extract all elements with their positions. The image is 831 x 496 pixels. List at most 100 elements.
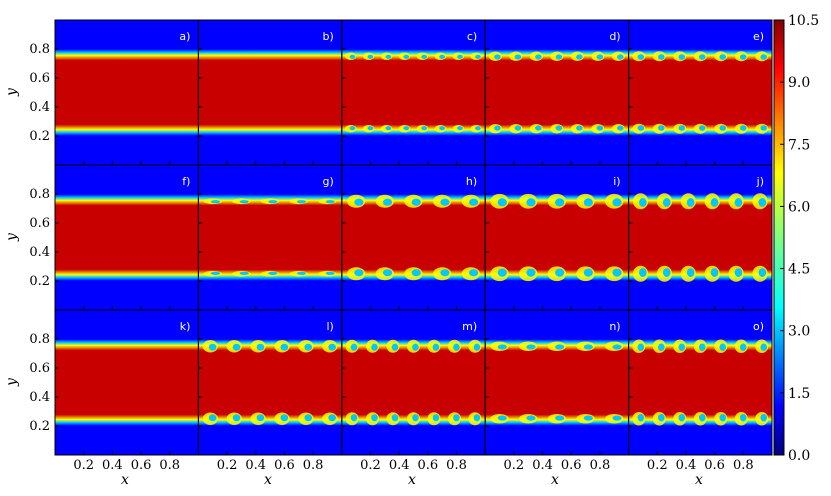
colorbar-tick-label: 10.5 (788, 13, 819, 29)
vortex-core (432, 414, 440, 422)
vortex-core (296, 200, 307, 204)
high-value-band (485, 346, 629, 419)
panel-grid (55, 20, 772, 455)
vortex-core (526, 344, 536, 350)
y-axis-label: y (4, 87, 20, 97)
vortex-core (760, 54, 768, 60)
vortex-core (210, 200, 221, 204)
high-value-band (55, 346, 199, 419)
vortex-core (232, 343, 241, 351)
vortex-core (497, 415, 507, 421)
lower-interface (55, 269, 199, 281)
vortex-core (612, 415, 622, 421)
high-value-band (55, 56, 199, 129)
vortex-core (382, 269, 393, 277)
heatmap-panel (628, 165, 772, 310)
vortex-core (658, 125, 665, 131)
x-tick-label: 0.6 (561, 458, 582, 473)
vortex-core (328, 343, 336, 351)
heatmap-panel (485, 310, 629, 455)
x-tick-label: 0.8 (590, 458, 611, 473)
vortex-core (555, 415, 565, 421)
vortex-core (637, 413, 645, 422)
x-tick-label: 0.6 (274, 458, 295, 473)
vortex-core (354, 269, 364, 277)
vortex-core (296, 271, 307, 275)
panel-label: e) (753, 30, 764, 43)
upper-interface (55, 194, 199, 206)
vortex-core (760, 413, 768, 422)
vortex-core (583, 198, 593, 207)
upper-interface (55, 49, 199, 61)
vortex-core (440, 198, 450, 206)
vortex-core (637, 54, 645, 60)
vortex-core (719, 413, 727, 422)
vortex-core (391, 343, 399, 351)
vortex-core (412, 343, 419, 351)
colorbar-tick-label: 6.0 (788, 199, 810, 215)
vortex-core (239, 200, 249, 204)
vortex-core (268, 200, 278, 204)
vortex-core (497, 344, 507, 350)
colorbar-tick-label: 7.5 (788, 137, 810, 153)
vortex-core (639, 268, 647, 277)
high-value-band (341, 346, 486, 419)
vortex-core (617, 54, 624, 60)
vortex-core (739, 343, 747, 352)
lower-interface (55, 414, 199, 426)
vortex-core (268, 271, 278, 275)
vortex-core (596, 125, 604, 131)
panel-frame (628, 309, 773, 456)
vortex-core (385, 126, 392, 131)
vortex-core (583, 268, 593, 277)
vortex-core (662, 268, 671, 277)
vortex-core (439, 126, 445, 131)
heatmap-panel (55, 20, 199, 165)
heatmap-panel (485, 165, 629, 310)
vortex-core (210, 271, 221, 275)
upper-interface (341, 49, 486, 61)
vortex-core (411, 269, 421, 277)
heatmap-panel (341, 310, 486, 455)
high-value-band (485, 56, 629, 129)
vortex-core (583, 415, 593, 421)
vortex-core (350, 414, 358, 422)
vortex-core (710, 198, 719, 207)
vortex-core (280, 343, 289, 351)
vortex-core (473, 343, 481, 351)
colorbar-tick-label: 1.5 (788, 386, 810, 402)
vortex-core (612, 268, 622, 277)
vortex-core (385, 54, 392, 59)
x-axis-label: x (264, 472, 272, 488)
y-axis-label: y (4, 377, 20, 387)
vortex-core (457, 126, 463, 131)
x-tick-label: 0.2 (504, 458, 525, 473)
vortex-core (349, 126, 356, 131)
x-tick-label: 0.2 (647, 458, 668, 473)
vortex-core (494, 54, 501, 60)
x-axis-label: x (408, 472, 416, 488)
vortex-core (526, 198, 536, 207)
y-tick-label: 0.4 (29, 245, 50, 260)
x-tick-label: 0.2 (73, 458, 94, 473)
colorbar-tick-label: 0.0 (788, 448, 810, 464)
vortex-core (710, 268, 719, 277)
vortex-core (583, 344, 593, 350)
vortex-core (734, 198, 743, 207)
vortex-core (208, 414, 217, 422)
axis-ticks: 0.2 0.4 0.6 0.8 0.2 0.4 0.6 0.8 0.2 0.4 0.6 0.8 0.2 0… (29, 42, 753, 473)
vortex-core (678, 343, 686, 352)
vortex-core (328, 414, 336, 422)
vortex-core (555, 268, 565, 277)
panel-label: k) (180, 320, 191, 333)
vortex-core (576, 54, 583, 60)
vortex-core (453, 343, 460, 351)
vortex-core (421, 126, 428, 131)
vortex-core (371, 343, 378, 351)
colorbar-tick-label: 3.0 (788, 324, 810, 340)
panel-label: n) (609, 320, 620, 333)
high-value-band (485, 201, 629, 274)
lower-interface (341, 124, 486, 136)
colorbar (773, 19, 785, 456)
y-tick-label: 0.8 (29, 42, 50, 57)
